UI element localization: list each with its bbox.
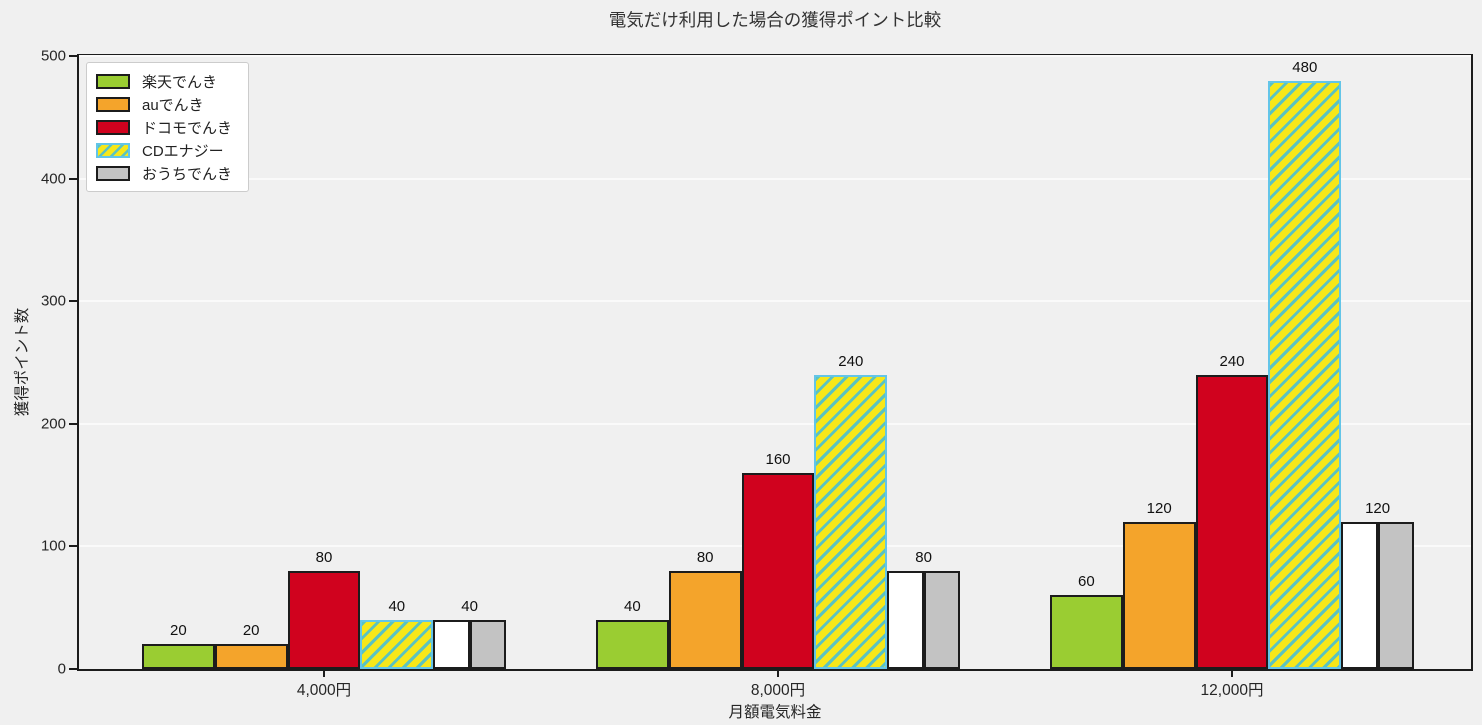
legend-label: auでんき (142, 96, 204, 114)
y-tick-mark (69, 545, 77, 548)
legend-label: おうちでんき (142, 165, 233, 183)
x-tick-mark (777, 671, 779, 677)
legend-item: 楽天でんき (96, 73, 232, 91)
x-axis-label: 月額電気料金 (728, 704, 822, 721)
legend: 楽天でんき auでんきドコモでんき CDエナジー おうちでんき (86, 62, 250, 192)
bar-value-label: 160 (765, 450, 791, 468)
legend-swatch-icon (96, 165, 130, 181)
bar-おうちでんき-12,000円-a (1341, 521, 1378, 669)
legend-swatch-icon (96, 96, 130, 112)
bar-value-label: 240 (838, 352, 864, 370)
y-tick-label: 400 (40, 170, 66, 188)
legend-item: ドコモでんき (96, 119, 233, 137)
bar-おうちでんき-12,000円-b (1377, 521, 1414, 669)
legend-swatch-icon (96, 119, 130, 135)
bar-おうちでんき-4,000円-a (433, 619, 470, 669)
legend-swatch-icon (96, 142, 130, 158)
bar-auでんき-8,000円 (668, 570, 742, 669)
bar-value-label: 20 (170, 622, 187, 640)
y-tick-mark (69, 668, 77, 670)
x-tick-label: 12,000円 (1200, 682, 1264, 699)
legend-label: ドコモでんき (142, 119, 233, 137)
bar-value-label: 480 (1292, 58, 1318, 76)
y-tick-label: 100 (40, 537, 66, 555)
y-tick-mark (69, 422, 77, 425)
bar-ドコモでんき-4,000円 (287, 570, 361, 669)
bar-楽天でんき-12,000円 (1050, 595, 1123, 669)
bar-おうちでんき-8,000円-a (887, 570, 924, 669)
y-tick-label: 200 (40, 415, 66, 433)
chart-title: 電気だけ利用した場合の獲得ポイント比較 (608, 10, 942, 30)
y-tick-label: 500 (40, 47, 66, 65)
bar-value-label: 80 (315, 548, 333, 566)
legend-item: auでんき (96, 96, 232, 114)
bar-value-label: 120 (1365, 499, 1391, 517)
bar-楽天でんき-8,000円 (596, 619, 669, 669)
bar-おうちでんき-4,000円-b (469, 619, 506, 669)
x-tick-mark (1231, 671, 1233, 677)
y-tick-mark (69, 55, 77, 57)
gridline (79, 177, 1471, 180)
bar-ドコモでんき-12,000円 (1195, 374, 1269, 669)
plot-area: 0 100 200 300 400 500 4,000円 8,000円 12,000円 20 40 6… (41, 48, 1473, 699)
bar-CDエナジー-4,000円 (360, 619, 434, 669)
bar-value-label: 120 (1146, 499, 1172, 517)
gridline (79, 300, 1471, 303)
legend-item: おうちでんき (96, 165, 233, 183)
bar-value-label: 80 (915, 548, 932, 566)
bar-value-label: 40 (624, 597, 641, 615)
x-tick-mark (323, 671, 325, 677)
bar-value-label: 60 (1078, 573, 1095, 591)
legend-label: 楽天でんき (142, 73, 218, 91)
legend-item: CDエナジー (96, 142, 232, 160)
bar-auでんき-12,000円 (1122, 521, 1196, 669)
bar-value-label: 40 (388, 597, 406, 615)
bar-auでんき-4,000円 (214, 644, 288, 669)
legend-label: CDエナジー (142, 142, 224, 160)
bar-ドコモでんき-8,000円 (741, 472, 815, 669)
bar-value-label: 20 (242, 622, 260, 640)
y-tick-label: 300 (40, 292, 66, 310)
y-tick-label: 0 (57, 660, 66, 678)
bar-value-label: 40 (461, 597, 478, 615)
y-tick-mark (69, 300, 77, 303)
bar-CDエナジー-8,000円 (814, 374, 888, 669)
x-tick-label: 8,000円 (750, 682, 806, 699)
bar-value-label: 240 (1219, 352, 1245, 370)
y-axis-label: 獲得ポイント数 (14, 307, 31, 417)
gridline (79, 55, 1471, 57)
gridline (79, 422, 1471, 425)
bar-おうちでんき-8,000円-b (923, 570, 960, 669)
bar-楽天でんき-4,000円 (142, 644, 215, 669)
bar-CDエナジー-12,000円 (1268, 80, 1342, 669)
y-tick-mark (69, 177, 77, 180)
legend-swatch-icon (96, 73, 130, 89)
bar-value-label: 80 (696, 548, 714, 566)
x-tick-label: 4,000円 (296, 682, 352, 699)
